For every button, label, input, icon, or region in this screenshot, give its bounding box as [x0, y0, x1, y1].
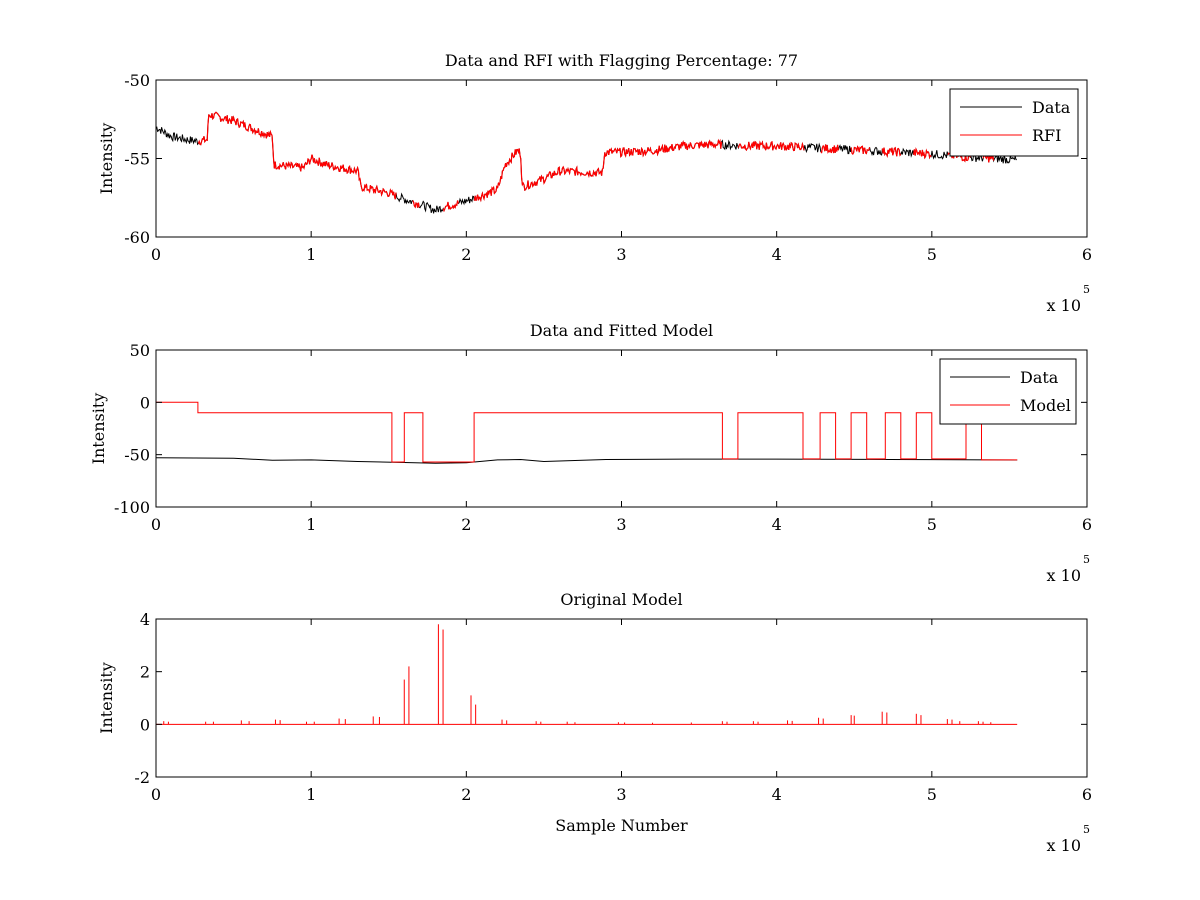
axes-box [155, 618, 1088, 778]
chart-title: Data and Fitted Model [530, 321, 713, 340]
x-exponent-base: x 10 [1047, 296, 1081, 315]
series-rfi-segment [737, 140, 805, 152]
y-tick-label: -60 [124, 228, 150, 247]
x-tick-label: 1 [306, 785, 316, 804]
y-tick-label: -100 [114, 498, 150, 517]
subplot-2: 0 1 2 3 4 5 6 -100 -50 0 50 Data and Fitted Model In… [89, 321, 1092, 585]
x-tick-label: 5 [927, 515, 937, 534]
x-tick-label: 4 [772, 785, 782, 804]
y-tick-label: 0 [140, 715, 150, 734]
y-tick-label: 50 [130, 341, 150, 360]
series-rfi-segment [850, 145, 871, 155]
x-tick-label: 3 [616, 785, 626, 804]
x-tick-label: 4 [772, 245, 782, 264]
series-rfi-segment [442, 200, 459, 213]
y-tick-label: 0 [140, 393, 150, 412]
x-exponent-power: 5 [1083, 283, 1090, 296]
plot-area [156, 624, 1018, 725]
y-axis-label: Intensity [89, 393, 108, 465]
x-tick-label: 0 [151, 245, 161, 264]
legend-box [939, 358, 1077, 425]
x-tick-label: 6 [1082, 515, 1092, 534]
x-exponent-base: x 10 [1047, 566, 1081, 585]
x-tick-label: 3 [616, 515, 626, 534]
legend-label: Data [1032, 98, 1071, 117]
y-tick-label: 4 [140, 610, 150, 629]
series-rfi-segment [473, 138, 723, 203]
series-rfi-segment [881, 146, 902, 158]
legend: Data RFI [949, 88, 1079, 157]
x-tick-label: 0 [151, 785, 161, 804]
x-tick-label: 6 [1082, 245, 1092, 264]
x-tick-label: 2 [461, 245, 471, 264]
x-tick-label: 5 [927, 785, 937, 804]
legend-box [949, 88, 1079, 157]
x-axis-label: Sample Number [555, 816, 688, 835]
y-axis-label: Intensity [97, 662, 116, 734]
legend: Data Model [939, 358, 1077, 425]
subplot-1: 0 1 2 3 4 5 6 -60 -55 -50 Data and RFI with Flaggi… [97, 51, 1092, 315]
series-rfi-segment [197, 111, 397, 200]
x-tick-label: 6 [1082, 785, 1092, 804]
x-exponent-base: x 10 [1047, 836, 1081, 855]
x-tick-label: 0 [151, 515, 161, 534]
series-rfi-segment [412, 200, 420, 209]
series-rfi-segment [913, 147, 932, 160]
x-tick-label: 3 [616, 245, 626, 264]
series-rfi-segment [820, 144, 839, 154]
y-tick-label: 2 [140, 663, 150, 682]
y-tick-label: -2 [134, 768, 150, 787]
plot-area [156, 401, 1018, 464]
x-exponent-power: 5 [1083, 553, 1090, 566]
y-tick-label: -55 [124, 150, 150, 169]
x-tick-label: 1 [306, 245, 316, 264]
chart-title: Data and RFI with Flagging Percentage: 7… [445, 51, 798, 70]
y-axis-label: Intensity [97, 123, 116, 195]
legend-label: Data [1020, 368, 1059, 387]
y-tick-label: -50 [124, 71, 150, 90]
x-tick-label: 2 [461, 515, 471, 534]
chart-title: Original Model [560, 590, 682, 609]
axes-box [155, 79, 1088, 238]
x-tick-label: 5 [927, 245, 937, 264]
series-model [156, 401, 1018, 463]
x-exponent-power: 5 [1083, 823, 1090, 836]
x-tick-label: 2 [461, 785, 471, 804]
x-tick-label: 4 [772, 515, 782, 534]
x-tick-label: 1 [306, 515, 316, 534]
legend-label: Model [1020, 396, 1071, 415]
y-tick-label: -50 [124, 446, 150, 465]
legend-label: RFI [1032, 126, 1061, 145]
